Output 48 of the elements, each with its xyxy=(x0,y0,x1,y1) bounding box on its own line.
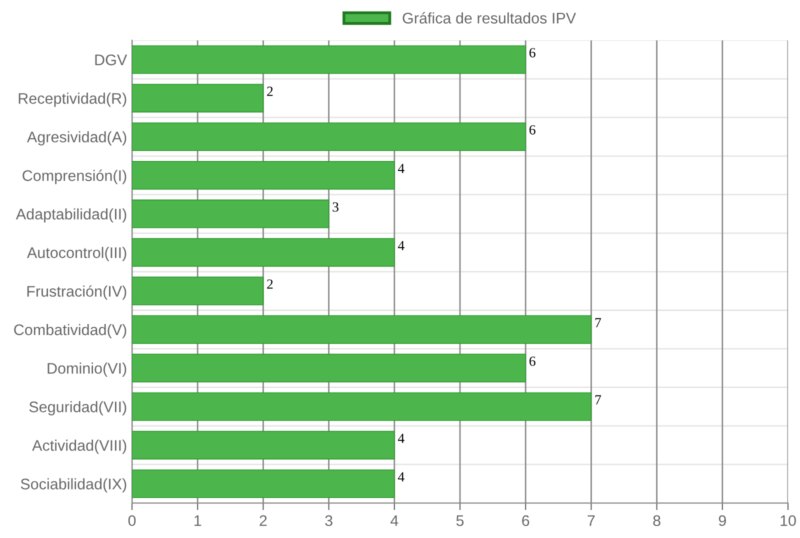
bar xyxy=(132,392,592,421)
x-tick-label: 2 xyxy=(260,515,267,526)
bar xyxy=(132,200,330,228)
bar xyxy=(132,469,395,498)
x-tick-label: 9 xyxy=(718,515,726,526)
y-tick-label: Combatividad(V) xyxy=(14,324,126,338)
y-tick-label: Sociabilidad(IX) xyxy=(20,478,126,492)
y-tick-label: Seguridad(VII) xyxy=(29,401,126,416)
bar xyxy=(132,161,395,190)
data-label: 4 xyxy=(398,472,404,482)
bar xyxy=(132,238,395,267)
y-tick-label: Autocontrol(III) xyxy=(26,246,126,262)
x-tick-label: 3 xyxy=(325,515,332,526)
y-tick-label: Comprensión(I) xyxy=(22,170,126,184)
data-label: 2 xyxy=(267,86,273,96)
x-tick-label: 0 xyxy=(128,515,136,526)
y-tick-label: Actividad(VIII) xyxy=(32,440,126,454)
bar xyxy=(132,84,264,112)
x-tick-label: 5 xyxy=(456,515,464,526)
bar xyxy=(132,354,526,382)
bar xyxy=(132,430,395,460)
data-label: 6 xyxy=(529,125,536,135)
bar xyxy=(132,122,526,152)
y-tick-label: Dominio(VI) xyxy=(48,362,126,377)
data-label: 7 xyxy=(595,395,602,404)
data-label: 7 xyxy=(595,318,602,328)
data-label: 4 xyxy=(398,240,404,250)
x-tick-label: 10 xyxy=(780,515,796,526)
bar xyxy=(132,45,526,74)
x-tick-label: 7 xyxy=(588,515,595,526)
data-label: 2 xyxy=(267,279,273,289)
x-tick-label: 4 xyxy=(390,515,398,526)
x-tick-label: 6 xyxy=(522,515,530,526)
data-label: 4 xyxy=(398,434,404,443)
y-tick-label: Frustración(IV) xyxy=(27,285,126,300)
data-label: 6 xyxy=(529,48,536,58)
y-tick-label: Adaptabilidad(II) xyxy=(16,208,126,223)
x-tick-label: 1 xyxy=(194,515,202,526)
data-label: 4 xyxy=(398,164,404,173)
bar xyxy=(132,276,264,306)
data-label: 6 xyxy=(529,356,536,366)
y-tick-label: DGV xyxy=(95,54,128,66)
y-tick-label: Agresividad(A) xyxy=(26,131,126,146)
legend-label: Gráfica de resultados IPV xyxy=(402,12,576,24)
bar xyxy=(132,315,592,344)
y-tick-label: Receptividad(R) xyxy=(18,92,126,107)
x-tick-label: 8 xyxy=(653,515,660,526)
data-label: 3 xyxy=(332,202,338,212)
